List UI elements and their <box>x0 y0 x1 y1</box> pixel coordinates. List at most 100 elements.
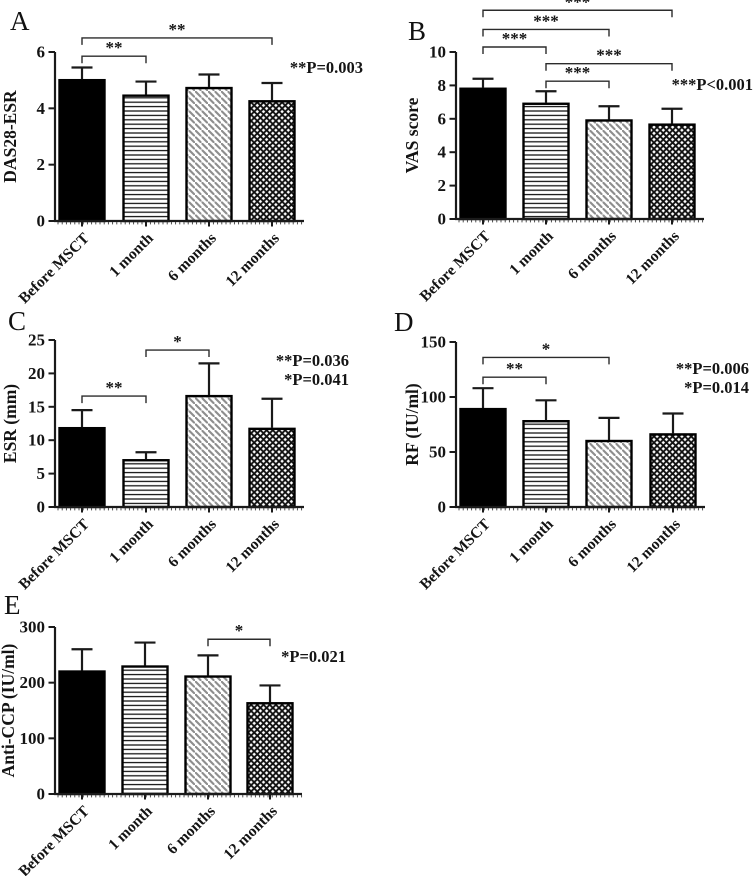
axes: 0 2 4 6 8 10 <box>429 43 704 229</box>
bracket-line <box>81 37 273 45</box>
bracket-significance-label: ** <box>106 378 123 397</box>
category-label: 6 months <box>164 803 219 858</box>
bar-before-msct <box>58 78 106 223</box>
y-axis-title: VAS score <box>402 97 422 173</box>
p-value-annotation: **P=0.006 <box>676 359 749 378</box>
bars <box>58 394 296 509</box>
category-label: 1 month <box>106 516 157 567</box>
category-label: 6 months <box>565 228 620 283</box>
error-bars <box>71 641 281 703</box>
axes: 0 2 4 6 <box>37 43 304 231</box>
bracket-significance-label: * <box>173 332 182 351</box>
p-value-annotations: **P=0.003 <box>290 58 363 77</box>
y-tick-label: 50 <box>429 443 446 462</box>
p-value-annotation: *P=0.014 <box>684 378 749 397</box>
bracket-line <box>207 638 271 647</box>
bracket-significance-label: * <box>542 339 551 358</box>
y-tick-label: 200 <box>20 673 46 692</box>
category-label: 6 months <box>165 230 220 285</box>
bracket-line <box>482 46 547 54</box>
p-value-annotation: *P=0.041 <box>284 370 349 389</box>
bracket-line <box>81 395 147 404</box>
bracket-significance-label: *** <box>533 11 559 30</box>
bars <box>58 78 296 223</box>
axes: 0 50 100 150 <box>421 333 705 517</box>
category-labels: Before MSCT 1 month 6 months 12 months <box>16 515 283 593</box>
panel-a-chart: 0 2 4 6 DAS28-ESR Before MSCT 1 month 6 months 1… <box>0 20 363 307</box>
bracket-significance-label: ** <box>506 359 523 378</box>
error-bars <box>71 362 283 460</box>
panel-b-chart: 0 2 4 6 8 10 VAS score Before MSCT 1 month 6 mont… <box>402 0 753 305</box>
category-label: Before MSCT <box>417 515 495 593</box>
p-value-annotation: **P=0.003 <box>290 58 363 77</box>
bar-6-months <box>185 86 233 223</box>
p-value-annotation: ***P<0.001 <box>672 75 753 94</box>
y-tick-label: 2 <box>438 176 447 195</box>
bracket-line <box>545 80 610 89</box>
error-bars <box>71 66 283 101</box>
y-tick-label: 25 <box>28 331 45 350</box>
y-tick-label: 100 <box>421 388 447 407</box>
category-labels: Before MSCT 1 month 6 months 12 months <box>16 802 281 876</box>
panel-d-letter: D <box>394 307 414 337</box>
category-labels: Before MSCT 1 month 6 months 12 months <box>417 515 684 593</box>
panel-d-chart: 0 50 100 150 RF (IU/ml) Before MSCT 1 month 6 m… <box>402 333 749 594</box>
y-tick-label: 6 <box>37 43 46 62</box>
category-label: Before MSCT <box>16 229 94 307</box>
error-bars <box>472 387 684 440</box>
bar-1-month <box>522 419 570 509</box>
category-label: 12 months <box>220 803 280 863</box>
y-tick-label: 8 <box>438 76 447 95</box>
category-label: Before MSCT <box>16 515 94 593</box>
panel-b: B 0 2 4 6 8 10 VAS score Before MSCT 1 month 6 mo… <box>375 0 755 305</box>
y-axis-title: ESR (mm) <box>0 384 20 463</box>
bars <box>459 87 696 221</box>
bracket-line <box>482 28 610 37</box>
bar-12-months <box>246 702 294 796</box>
bar-6-months <box>185 394 233 509</box>
bracket-significance-label: *** <box>502 29 528 48</box>
y-tick-label: 10 <box>429 43 446 62</box>
panel-d: D 0 50 100 150 RF (IU/ml) Before MSCT 1 month 6… <box>375 300 755 594</box>
panel-e: E 0 100 200 300 Anti-CCP (IU/ml) Before MSCT 1… <box>0 590 380 876</box>
p-value-annotations: **P=0.036*P=0.041 <box>276 351 349 389</box>
category-label: 1 month <box>506 516 557 567</box>
category-label: 6 months <box>165 516 220 571</box>
axes: 0 5 10 15 20 25 <box>28 331 304 517</box>
bar-1-month <box>122 459 170 509</box>
bracket-significance-label: *** <box>565 0 591 11</box>
y-tick-label: 0 <box>438 210 447 229</box>
bar-6-months <box>585 439 633 509</box>
category-label: Before MSCT <box>417 227 495 305</box>
panel-b-letter: B <box>408 16 427 46</box>
y-tick-label: 300 <box>20 618 46 637</box>
panel-c: C 0 5 10 15 20 25 ESR (mm) Before MSCT 1 month 6 … <box>0 300 380 594</box>
panel-c-letter: C <box>8 306 27 336</box>
category-label: 1 month <box>106 230 157 281</box>
y-tick-label: 20 <box>28 364 45 383</box>
y-tick-label: 150 <box>421 333 447 352</box>
p-value-annotation: **P=0.036 <box>276 351 349 370</box>
bracket-line <box>482 376 547 385</box>
bars <box>58 665 294 796</box>
bracket-line <box>482 356 610 365</box>
bar-before-msct <box>459 87 507 221</box>
category-labels: Before MSCT 1 month 6 months 12 months <box>16 229 283 307</box>
y-tick-label: 5 <box>37 464 46 483</box>
category-label: 1 month <box>105 803 156 854</box>
p-value-annotations: **P=0.006*P=0.014 <box>676 359 749 397</box>
category-labels: Before MSCT 1 month 6 months 12 months <box>417 227 683 305</box>
bar-6-months <box>585 119 633 221</box>
bracket-significance-label: ** <box>106 38 123 57</box>
bar-12-months <box>648 123 696 221</box>
y-tick-label: 0 <box>438 498 447 517</box>
bracket-line <box>81 55 147 64</box>
p-value-annotations: ***P<0.001 <box>672 75 753 94</box>
bracket-significance-label: ** <box>169 20 186 39</box>
y-tick-label: 4 <box>37 99 46 118</box>
y-tick-label: 6 <box>438 109 447 128</box>
axes: 0 100 200 300 <box>20 618 303 804</box>
bracket-line <box>545 62 673 71</box>
bar-12-months <box>649 433 697 509</box>
